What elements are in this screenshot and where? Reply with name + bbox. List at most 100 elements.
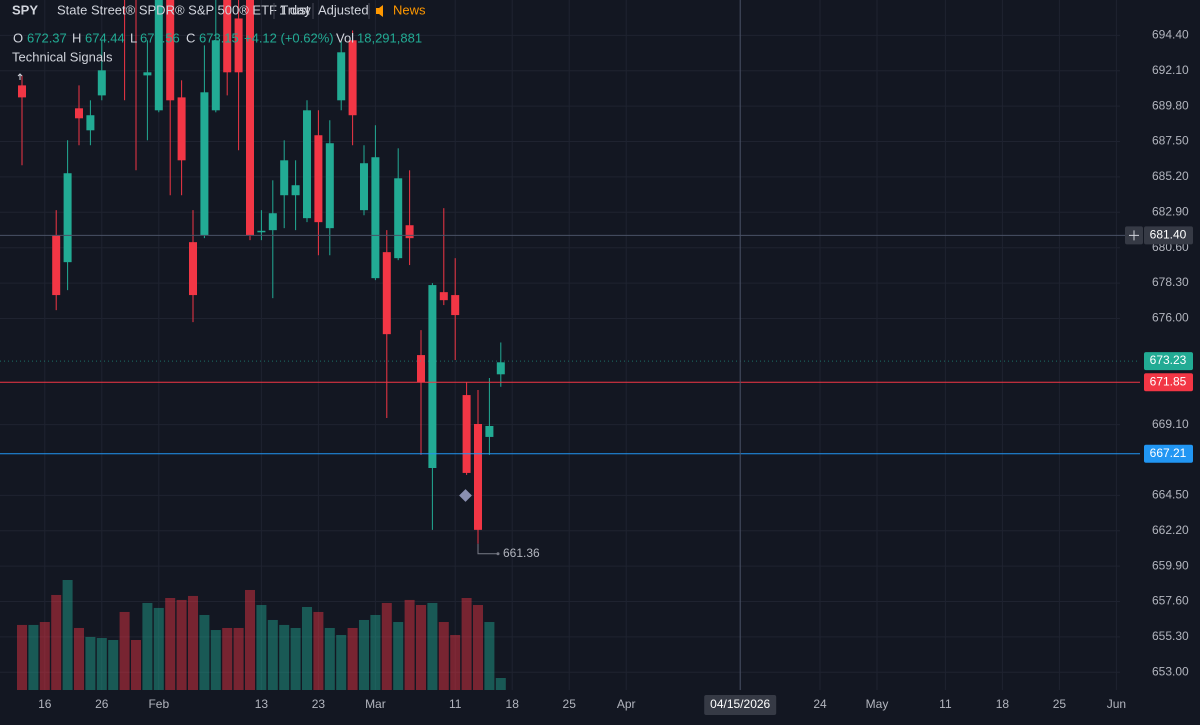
y-tick-label: 653.00	[1152, 664, 1189, 678]
signal-arrow	[17, 73, 23, 80]
candle-body	[428, 285, 437, 468]
volume-bar	[336, 635, 347, 690]
candle-body	[166, 0, 175, 101]
volume-bar	[119, 611, 130, 690]
volume-bar	[96, 638, 107, 690]
candle-body	[394, 178, 403, 259]
candle-body	[268, 213, 277, 231]
x-tick-label: 18	[506, 697, 520, 711]
y-tick-label: 669.10	[1152, 417, 1189, 431]
crosshair-date: 04/15/2026	[710, 697, 770, 711]
annotation-dot	[496, 552, 500, 556]
candle-body	[439, 292, 448, 301]
x-tick-label: 24	[813, 697, 827, 711]
candle-body	[177, 97, 186, 161]
volume-bar	[324, 627, 335, 690]
y-tick-label: 685.20	[1152, 169, 1189, 183]
candle-body	[337, 52, 346, 101]
volume-bar	[17, 624, 27, 690]
volume-bar	[381, 602, 392, 690]
news[interactable]: News	[393, 2, 426, 17]
volume-bar	[256, 605, 267, 690]
y-tick-label: 682.90	[1152, 204, 1189, 218]
volume-bar	[393, 622, 404, 690]
volume-bar	[450, 635, 461, 690]
y-tick-label: 692.10	[1152, 63, 1189, 77]
volume-bar	[290, 627, 301, 690]
candle-body	[291, 185, 300, 196]
crosshair-price: 681.40	[1150, 228, 1187, 242]
ohlc-value: 672.37	[27, 30, 67, 45]
y-tick-label: 659.90	[1152, 558, 1189, 572]
x-tick-label: 26	[95, 697, 109, 711]
volume-bar	[370, 614, 381, 690]
volume-bar	[438, 622, 449, 690]
crosshair-price-bg	[1144, 226, 1193, 245]
volume-bar	[176, 599, 187, 690]
candle-body	[496, 362, 505, 375]
y-tick-label: 662.20	[1152, 523, 1189, 537]
candle-body	[280, 160, 289, 196]
volume-bar	[359, 619, 369, 690]
x-tick-label: Mar	[365, 697, 386, 711]
x-tick-label: 18	[996, 697, 1010, 711]
ohlc-label: O	[13, 30, 23, 45]
y-tick-label: 676.00	[1152, 311, 1189, 325]
low-annotation: 661.36	[503, 546, 540, 560]
volume-bar	[108, 639, 119, 690]
x-tick-label: May	[866, 697, 889, 711]
price-label: 667.21	[1150, 446, 1187, 460]
candle-body	[97, 70, 106, 96]
symbol[interactable]: SPY	[12, 2, 38, 17]
candle-body	[417, 355, 425, 382]
technical-signals[interactable]: Technical Signals	[12, 49, 113, 64]
candle-body	[75, 108, 83, 119]
x-tick-label: Apr	[617, 697, 636, 711]
candle-body	[189, 242, 197, 296]
x-tick-label: 25	[1053, 697, 1067, 711]
volume-bar	[28, 624, 39, 690]
x-tick-label: 25	[563, 697, 577, 711]
candle-body	[246, 0, 254, 236]
volume-label: Vol	[336, 30, 354, 45]
add-alert-button[interactable]	[1125, 226, 1143, 245]
candle-body	[325, 143, 334, 229]
volume-bar	[142, 602, 153, 690]
candle-body	[474, 424, 482, 530]
ohlc-label: H	[72, 30, 81, 45]
legend-header: SPY State Street® SPDR® S&P 500® ETF Tru…	[12, 2, 426, 80]
candle-body	[200, 92, 209, 236]
price-label: 673.23	[1150, 353, 1187, 367]
annotation-leader	[477, 543, 498, 555]
volume-bar	[85, 636, 96, 690]
x-tick-label: 13	[255, 697, 269, 711]
volume-bar	[404, 599, 415, 690]
candle-body	[143, 72, 152, 76]
candle-body	[257, 230, 266, 233]
instrument-name: State Street® SPDR® S&P 500® ETF Trust	[57, 2, 310, 17]
y-tick-label: 657.60	[1152, 594, 1189, 608]
adjustment[interactable]: Adjusted	[318, 2, 369, 17]
candle-body	[371, 157, 380, 279]
x-tick-label: 11	[449, 697, 462, 711]
interval[interactable]: 1 day	[279, 2, 311, 17]
ohlc-value: 671.56	[140, 30, 180, 45]
y-tick-label: 664.50	[1152, 488, 1189, 502]
ohlc-value: 674.44	[85, 30, 125, 45]
volume-bar	[302, 606, 312, 690]
volume-bar	[39, 622, 50, 690]
x-tick-label: Feb	[148, 697, 169, 711]
ohlc-label: L	[130, 30, 137, 45]
volume-bar	[153, 607, 164, 690]
grid: 694.40692.10689.80687.50685.20682.90680.…	[0, 0, 1189, 711]
change: +4.12 (+0.62%)	[244, 30, 334, 45]
candle-body	[462, 395, 471, 473]
volume-bar	[51, 594, 62, 690]
price-label: 671.85	[1150, 374, 1187, 388]
volume-bar	[245, 589, 255, 690]
y-tick-label: 678.30	[1152, 275, 1189, 289]
volume-pane	[17, 580, 506, 690]
volume-bar	[222, 627, 233, 690]
volume-bar	[347, 627, 358, 690]
candle-body	[360, 163, 368, 211]
